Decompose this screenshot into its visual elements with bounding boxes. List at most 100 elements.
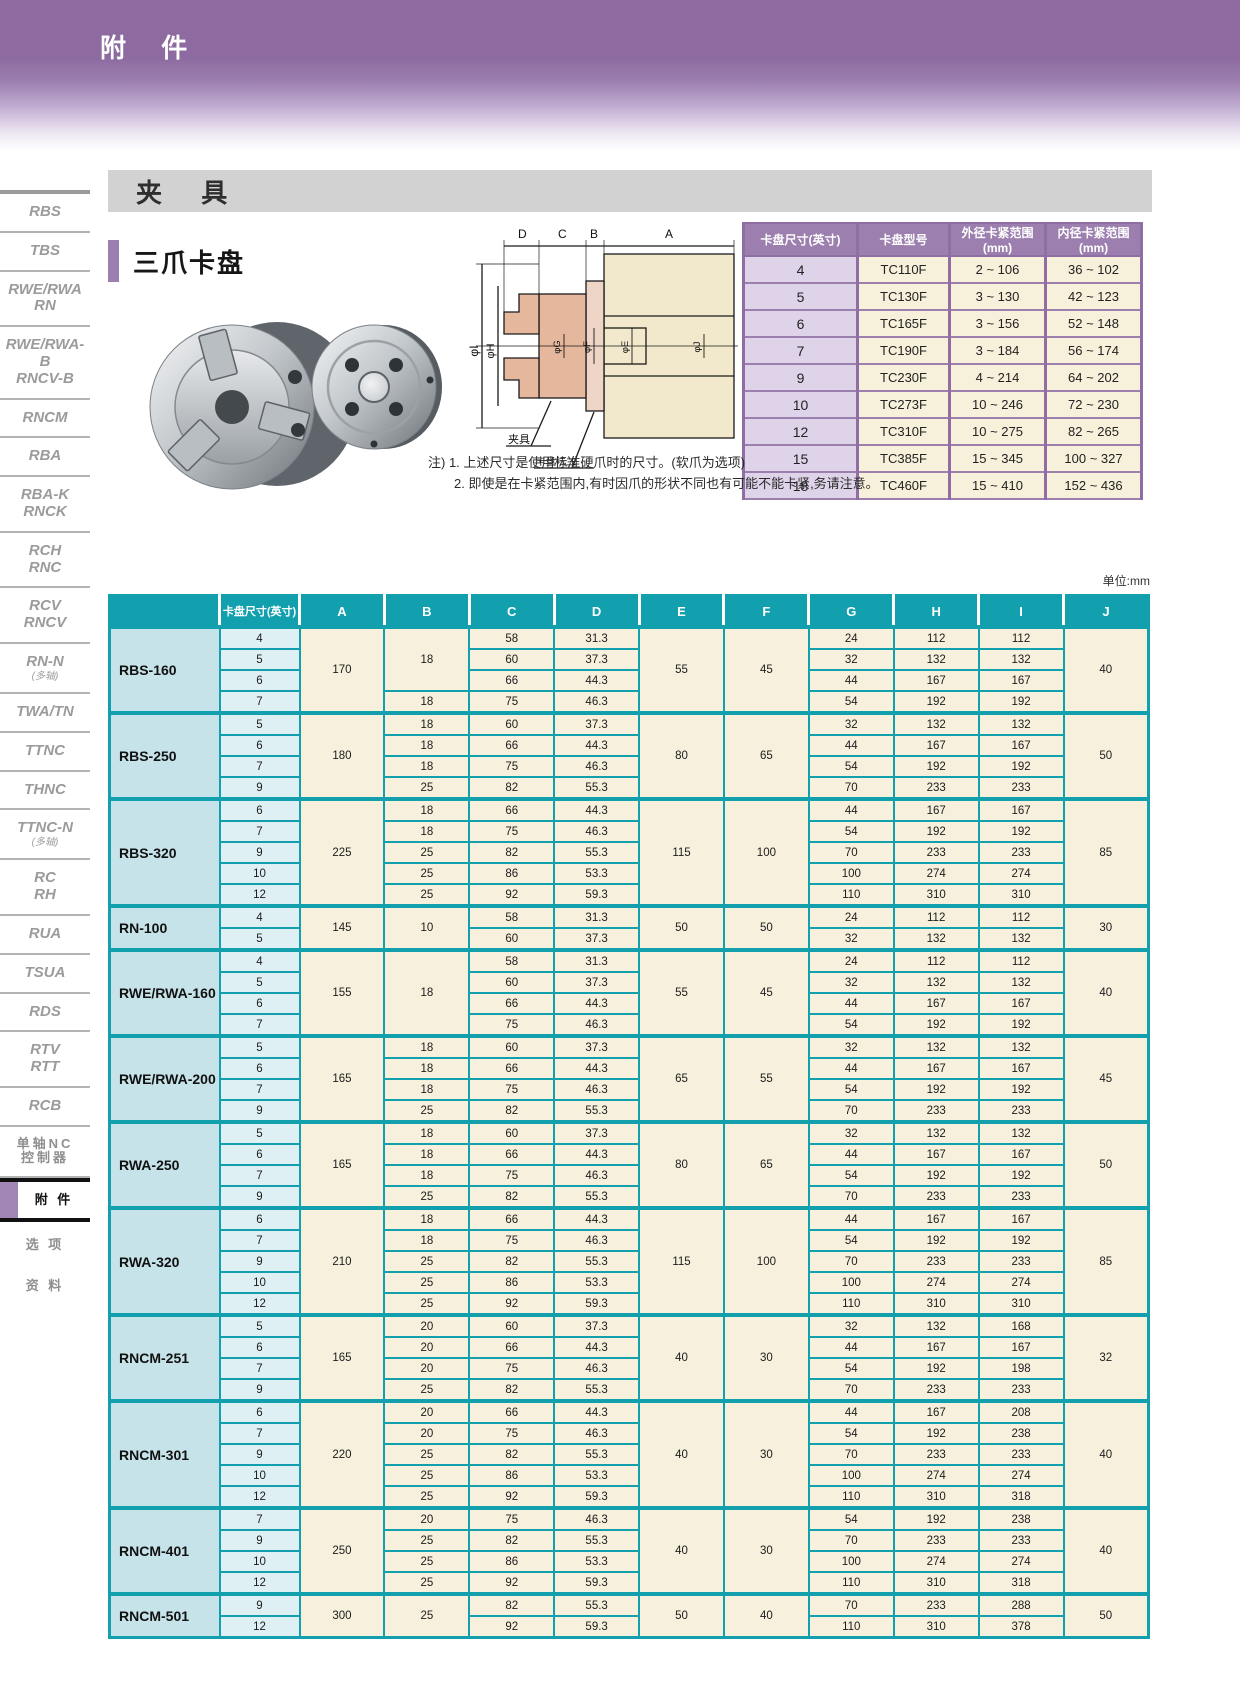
spec-value-cell: 15 ~ 345	[948, 444, 1047, 473]
main-col-header-J: J	[1062, 594, 1150, 628]
section-title-bar: 夹 具	[108, 170, 1152, 212]
value-cell-G: 54	[807, 1422, 895, 1445]
table-row: RWA-320 6 210 18 66 44.3 115 100 44 167 167 85	[108, 1206, 1150, 1316]
chuck-size-cell: 6	[218, 1206, 301, 1231]
value-cell-H: 233	[892, 1185, 980, 1209]
value-cell-E: 115	[638, 1206, 725, 1316]
value-cell-C: 82	[468, 1185, 556, 1209]
value-cell-D: 55.3	[553, 1099, 641, 1123]
table-row: 7 18 75 46.3 54 192 192	[110, 1229, 1149, 1252]
spec-value-cell: TC110F	[856, 255, 951, 284]
value-cell-J: 40	[1062, 625, 1150, 714]
value-cell-C: 66	[468, 1143, 556, 1166]
value-cell-H: 132	[892, 1120, 980, 1145]
spec-size-cell: 18	[742, 471, 859, 500]
value-cell-I: 132	[977, 927, 1065, 951]
value-cell-E: 55	[638, 948, 725, 1037]
value-cell-D: 44.3	[553, 669, 641, 692]
value-cell-F: 45	[722, 625, 810, 714]
value-cell-D: 46.3	[553, 1357, 641, 1380]
value-cell-H: 274	[892, 1550, 980, 1573]
spec-col-header: 外径卡紧范围(mm)	[948, 222, 1047, 257]
value-cell-I: 233	[977, 1099, 1065, 1123]
sidebar-item-thnc: THNC	[0, 772, 90, 811]
sidebar-item-rn-n: RN-N (多轴)	[0, 644, 90, 694]
chuck-size-cell: 9	[218, 1099, 301, 1123]
value-cell-D: 44.3	[553, 1206, 641, 1231]
dim-label-phi-h: φH	[485, 343, 497, 358]
value-cell-H: 167	[892, 992, 980, 1015]
value-cell-H: 233	[892, 841, 980, 864]
value-cell-G: 54	[807, 820, 895, 843]
table-row: 7 20 75 46.3 54 192 238	[110, 1422, 1149, 1445]
value-cell-B: 18	[383, 1164, 471, 1187]
value-cell-D: 31.3	[553, 904, 641, 929]
chuck-size-cell: 4	[218, 948, 301, 973]
spec-value-cell: TC273F	[856, 390, 951, 419]
value-cell-J: 50	[1062, 711, 1150, 800]
value-cell-E: 80	[638, 1120, 725, 1209]
model-name: RNCM-501	[108, 1592, 221, 1639]
value-cell-I: 192	[977, 755, 1065, 778]
chuck-size-cell: 10	[218, 1464, 301, 1487]
dim-label-phi-j: φJ	[692, 341, 703, 352]
flange-photo	[311, 324, 442, 450]
value-cell-I: 167	[977, 734, 1065, 757]
value-cell-H: 233	[892, 1250, 980, 1273]
value-cell-F: 30	[722, 1313, 810, 1402]
section-title: 夹 具	[136, 177, 244, 208]
value-cell-C: 75	[468, 1229, 556, 1252]
chuck-size-cell: 5	[218, 927, 301, 951]
value-cell-I: 208	[977, 1399, 1065, 1424]
value-cell-H: 132	[892, 711, 980, 736]
value-cell-C: 92	[468, 1485, 556, 1509]
model-col-header	[108, 594, 221, 628]
spec-size-cell: 12	[742, 417, 859, 446]
value-cell-H: 310	[892, 1292, 980, 1316]
dim-label-phi-g: φG	[552, 340, 563, 354]
sidebar-item-rwe-rwa-rn: RWE/RWA RN	[0, 272, 90, 328]
value-cell-D: 46.3	[553, 1229, 641, 1252]
chuck-size-cell: 6	[218, 1057, 301, 1080]
value-cell-C: 82	[468, 841, 556, 864]
value-cell-B: 18	[383, 948, 471, 1037]
model-name: RN-100	[108, 904, 221, 951]
chuck-size-cell: 7	[218, 1506, 301, 1531]
chuck-size-cell: 4	[218, 904, 301, 929]
value-cell-D: 53.3	[553, 1550, 641, 1573]
value-cell-C: 82	[468, 1443, 556, 1466]
spec-value-cell: 15 ~ 410	[948, 471, 1047, 500]
spec-value-cell: 152 ~ 436	[1044, 471, 1143, 500]
dim-label-phi-e: φE	[620, 341, 631, 354]
value-cell-I: 167	[977, 669, 1065, 692]
value-cell-D: 55.3	[553, 841, 641, 864]
value-cell-H: 192	[892, 1422, 980, 1445]
value-cell-I: 233	[977, 1443, 1065, 1466]
model-name: RBS-250	[108, 711, 221, 800]
chuck-size-cell: 5	[218, 1034, 301, 1059]
chuck-size-cell: 6	[218, 734, 301, 757]
sidebar-item-materials: 资 料	[25, 1277, 65, 1293]
value-cell-G: 44	[807, 669, 895, 692]
value-cell-D: 46.3	[553, 1078, 641, 1101]
chuck-size-cell: 10	[218, 1550, 301, 1573]
value-cell-G: 100	[807, 1464, 895, 1487]
sidebar-item-rch-rnc: RCH RNC	[0, 533, 90, 589]
value-cell-C: 75	[468, 1078, 556, 1101]
value-cell-G: 70	[807, 1185, 895, 1209]
chuck-size-cell: 7	[218, 690, 301, 714]
table-row: RN-100 4 145 10 58 31.3 50 50 24 112 112 30	[108, 904, 1150, 951]
value-cell-H: 192	[892, 1078, 980, 1101]
spec-table-row: 15 TC385F 15 ~ 345 100 ~ 327	[742, 444, 1143, 473]
value-cell-C: 82	[468, 1099, 556, 1123]
value-cell-J: 85	[1062, 1206, 1150, 1316]
value-cell-G: 24	[807, 625, 895, 650]
sidebar-item-ttnc: TTNC	[0, 733, 90, 772]
table-row: 9 25 82 55.3 70 233 233	[110, 1099, 1149, 1123]
value-cell-B: 25	[383, 1550, 471, 1573]
chuck-size-cell: 9	[218, 776, 301, 800]
value-cell-H: 167	[892, 1336, 980, 1359]
table-row: 6 18 66 44.3 44 167 167	[110, 1057, 1149, 1080]
main-col-header-D: D	[552, 594, 641, 628]
value-cell-H: 310	[892, 1571, 980, 1595]
